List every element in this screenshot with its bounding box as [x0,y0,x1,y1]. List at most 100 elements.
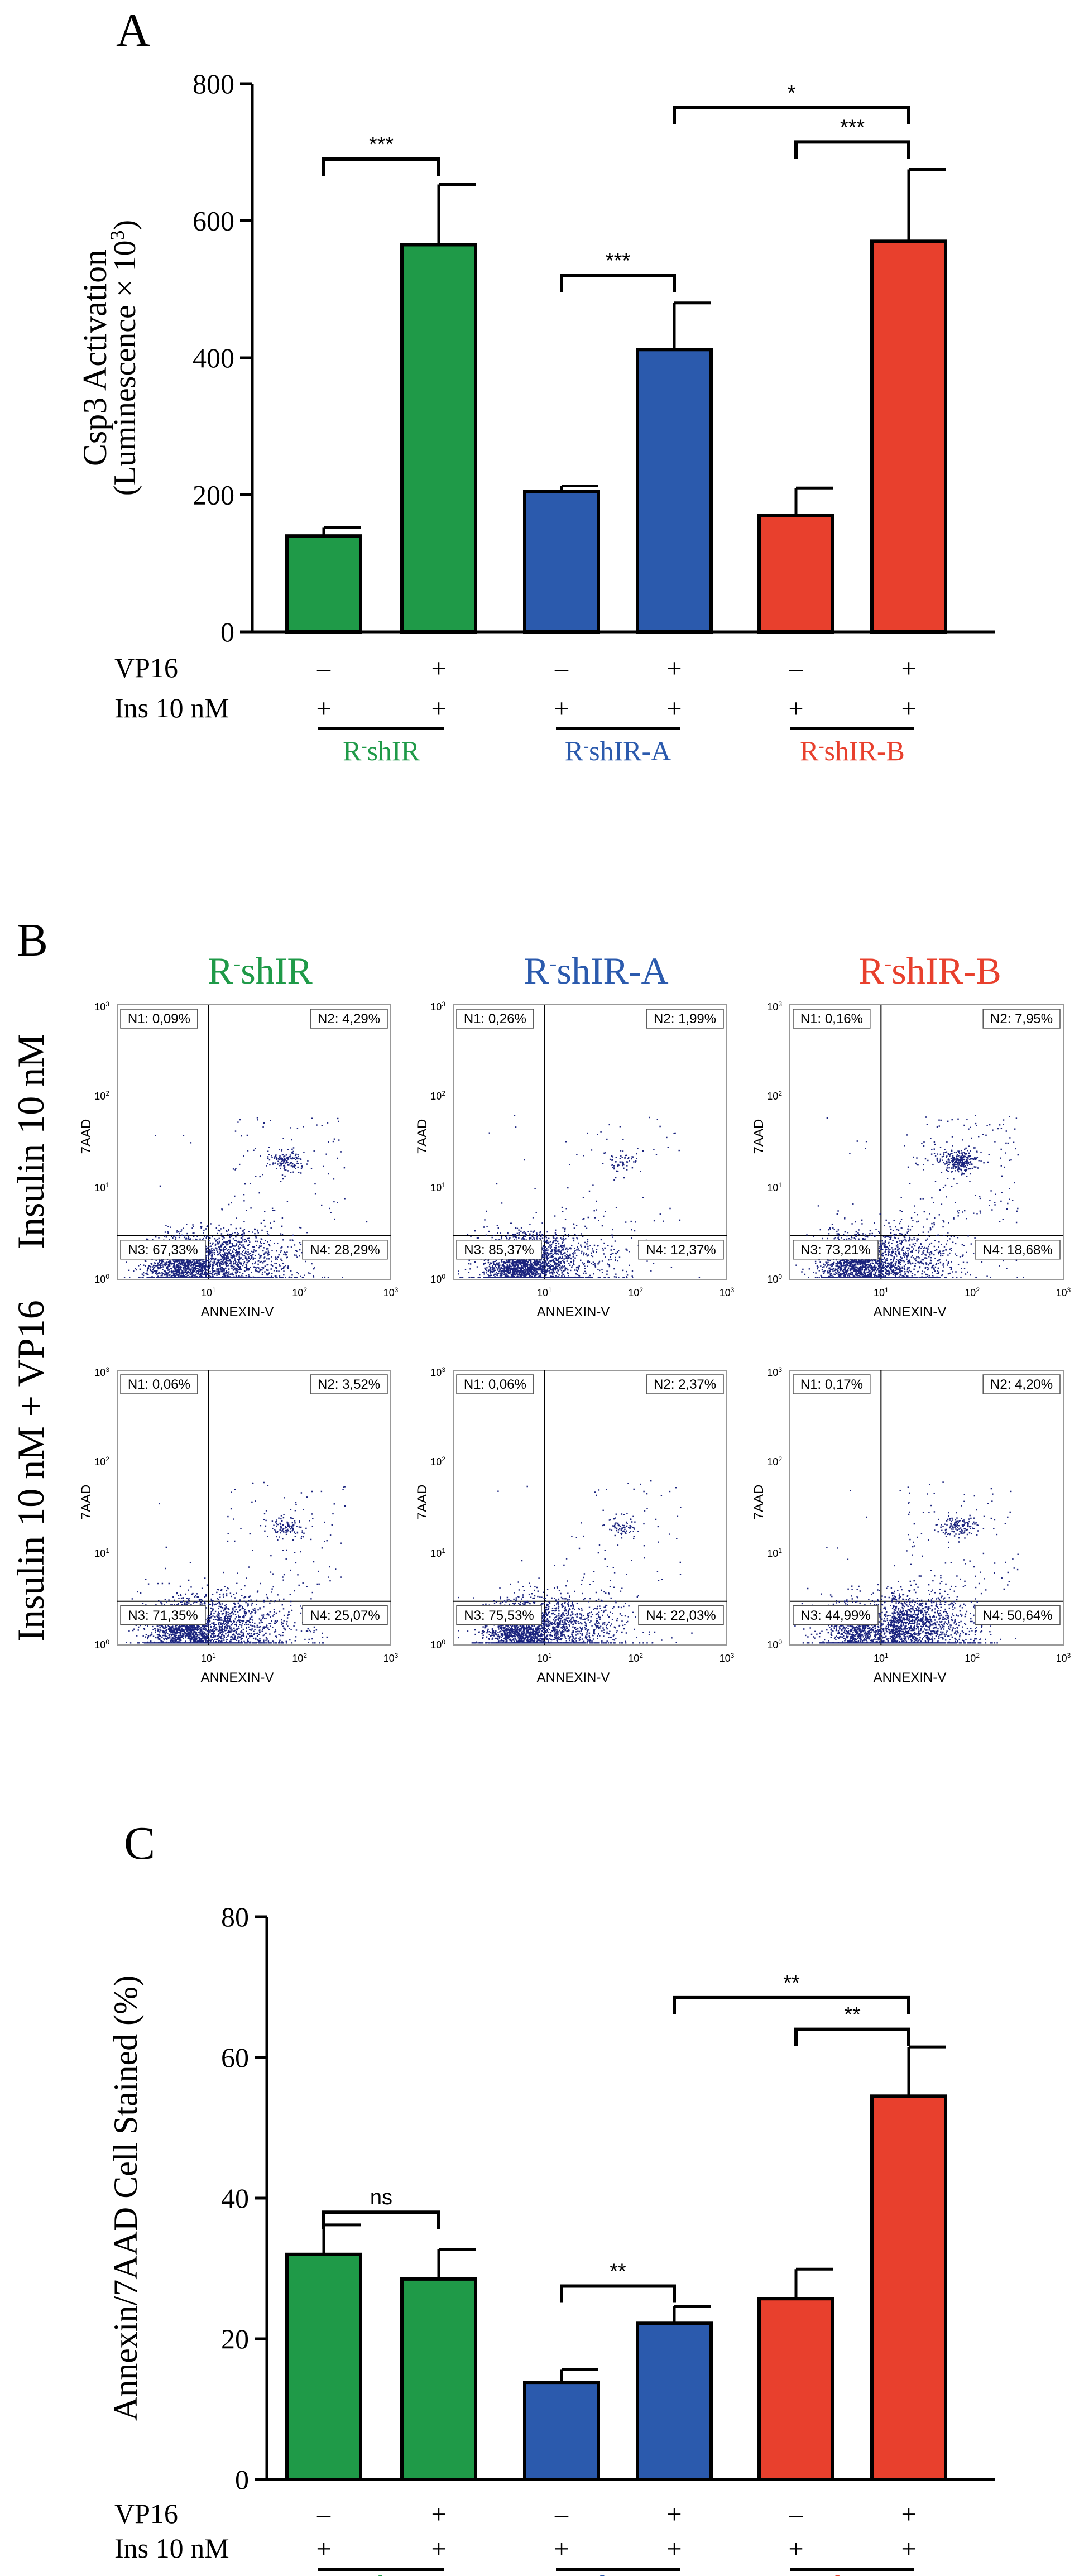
significance-bracket [673,1995,910,2014]
quadrant-box [975,1240,1061,1260]
y-tick-label: 200 [193,479,234,511]
bar [757,514,834,634]
quadrant-label-n3: N3: 73,21% [800,1243,870,1258]
vp16-sign: + [901,2500,916,2529]
y-tick-label: 40 [221,2182,249,2214]
significance-label: *** [369,133,394,156]
bar [523,2381,600,2482]
quadrant-box [456,1374,534,1394]
y-tick-label: 102 [767,1455,782,1467]
quadrant-box [982,1374,1061,1394]
y-axis-title: 7AAD [751,1119,766,1154]
vp16-sign: – [316,2500,331,2529]
plot-frame [789,1370,1064,1646]
quadrant-label-n4: N4: 18,68% [982,1243,1052,1258]
y-tick-label: 600 [193,205,234,237]
y-tick-label: 100 [767,1273,782,1285]
quadrant-label-n3: N3: 85,37% [464,1243,534,1258]
x-axis-title: ANNEXIN-V [201,1304,274,1320]
y-axis-title: 7AAD [79,1119,94,1154]
quadrant-box [793,1605,879,1625]
y-tick-label: 102 [430,1455,445,1467]
vp16-sign: + [431,2500,446,2529]
quadrant-box [646,1374,724,1394]
quadrant-box [310,1374,388,1394]
vp16-row-label: VP16 [114,652,178,683]
y-tick-label: 101 [767,1547,782,1559]
y-tick-label: 100 [94,1638,109,1651]
quadrant-label-n3: N3: 75,53% [464,1608,534,1623]
quadrant-label-n3: N3: 71,35% [128,1608,198,1623]
quadrant-box [310,1009,388,1029]
y-tick-label: 103 [94,1000,109,1013]
x-axis-title: ANNEXIN-V [537,1304,610,1320]
quadrant-label-n1: N1: 0,17% [800,1377,863,1392]
x-tick-label: 103 [383,1652,399,1664]
significance-bracket [560,2284,676,2303]
y-axis-title: Csp3 Activation [76,250,113,466]
ins-sign: + [554,694,569,723]
x-tick-label: 103 [1056,1286,1071,1298]
vp16-sign: – [789,2500,803,2529]
ins-sign: + [316,694,331,723]
flow-plot: N1: 0,06% N2: 3,52% N3: 71,35% N4: 25,07% 10… [79,1366,399,1685]
quadrant-label-n3: N3: 44,99% [800,1608,870,1623]
quadrant-label-n2: N2: 4,20% [990,1377,1053,1392]
significance-label: * [788,81,796,105]
bar [636,348,713,634]
y-tick-label: 102 [430,1090,445,1102]
panel-label: A [116,4,150,56]
x-tick-label: 101 [537,1286,552,1298]
ins-sign: + [666,694,682,723]
bar [285,2252,362,2482]
x-tick-label: 103 [720,1286,735,1298]
y-tick-label: 0 [235,2464,249,2495]
y-tick-label: 60 [221,2042,249,2073]
quadrant-box [793,1374,871,1394]
quadrant-box [120,1240,206,1260]
quadrant-box [793,1240,879,1260]
group-label: R-shIR [343,735,420,766]
quadrant-box [302,1240,388,1260]
quadrant-label-n4: N4: 12,37% [646,1243,716,1258]
significance-label: ns [370,2186,392,2209]
x-axis-title: ANNEXIN-V [201,1670,274,1685]
bar [523,490,600,634]
significance-label: ** [610,2260,626,2284]
bar [285,534,362,634]
quadrant-label-n2: N2: 4,29% [318,1011,380,1026]
y-tick-label: 102 [94,1090,109,1102]
vp16-sign: + [901,654,916,683]
x-tick-label: 102 [292,1286,307,1298]
flow-plot: N1: 0,26% N2: 1,99% N3: 85,37% N4: 12,37% 10… [415,1000,735,1320]
x-tick-label: 102 [628,1652,643,1664]
vp16-sign: – [554,2500,569,2529]
y-tick-label: 101 [94,1547,109,1559]
event-dots [794,1481,1019,1644]
quadrant-label-n1: N1: 0,06% [464,1377,526,1392]
y-tick-label: 100 [430,1638,445,1651]
group-label: R-shIR-B [800,2569,905,2576]
quadrant-label-n4: N4: 50,64% [982,1608,1052,1623]
x-tick-label: 101 [874,1286,889,1298]
x-tick-label: 102 [628,1286,643,1298]
vp16-sign: – [316,654,331,683]
event-dots [124,1481,346,1644]
x-tick-label: 101 [201,1286,216,1298]
y-tick-label: 101 [767,1181,782,1193]
x-tick-label: 101 [537,1652,552,1664]
y-tick-label: 20 [221,2323,249,2354]
y-tick-label: 102 [767,1090,782,1102]
quadrant-label-n2: N2: 2,37% [654,1377,716,1392]
vp16-row-label: VP16 [114,2498,178,2529]
vp16-sign: + [666,2500,682,2529]
row-label: Insulin 10 nM + VP16 [9,1300,52,1641]
bar [757,2297,834,2482]
y-tick-label: 80 [221,1901,249,1932]
y-tick-label: 800 [193,68,234,99]
y-tick-label: 400 [193,342,234,373]
quadrant-box [646,1009,724,1029]
ins-sign: + [901,2534,916,2564]
quadrant-box [638,1605,724,1625]
y-tick-label: 103 [430,1366,445,1378]
